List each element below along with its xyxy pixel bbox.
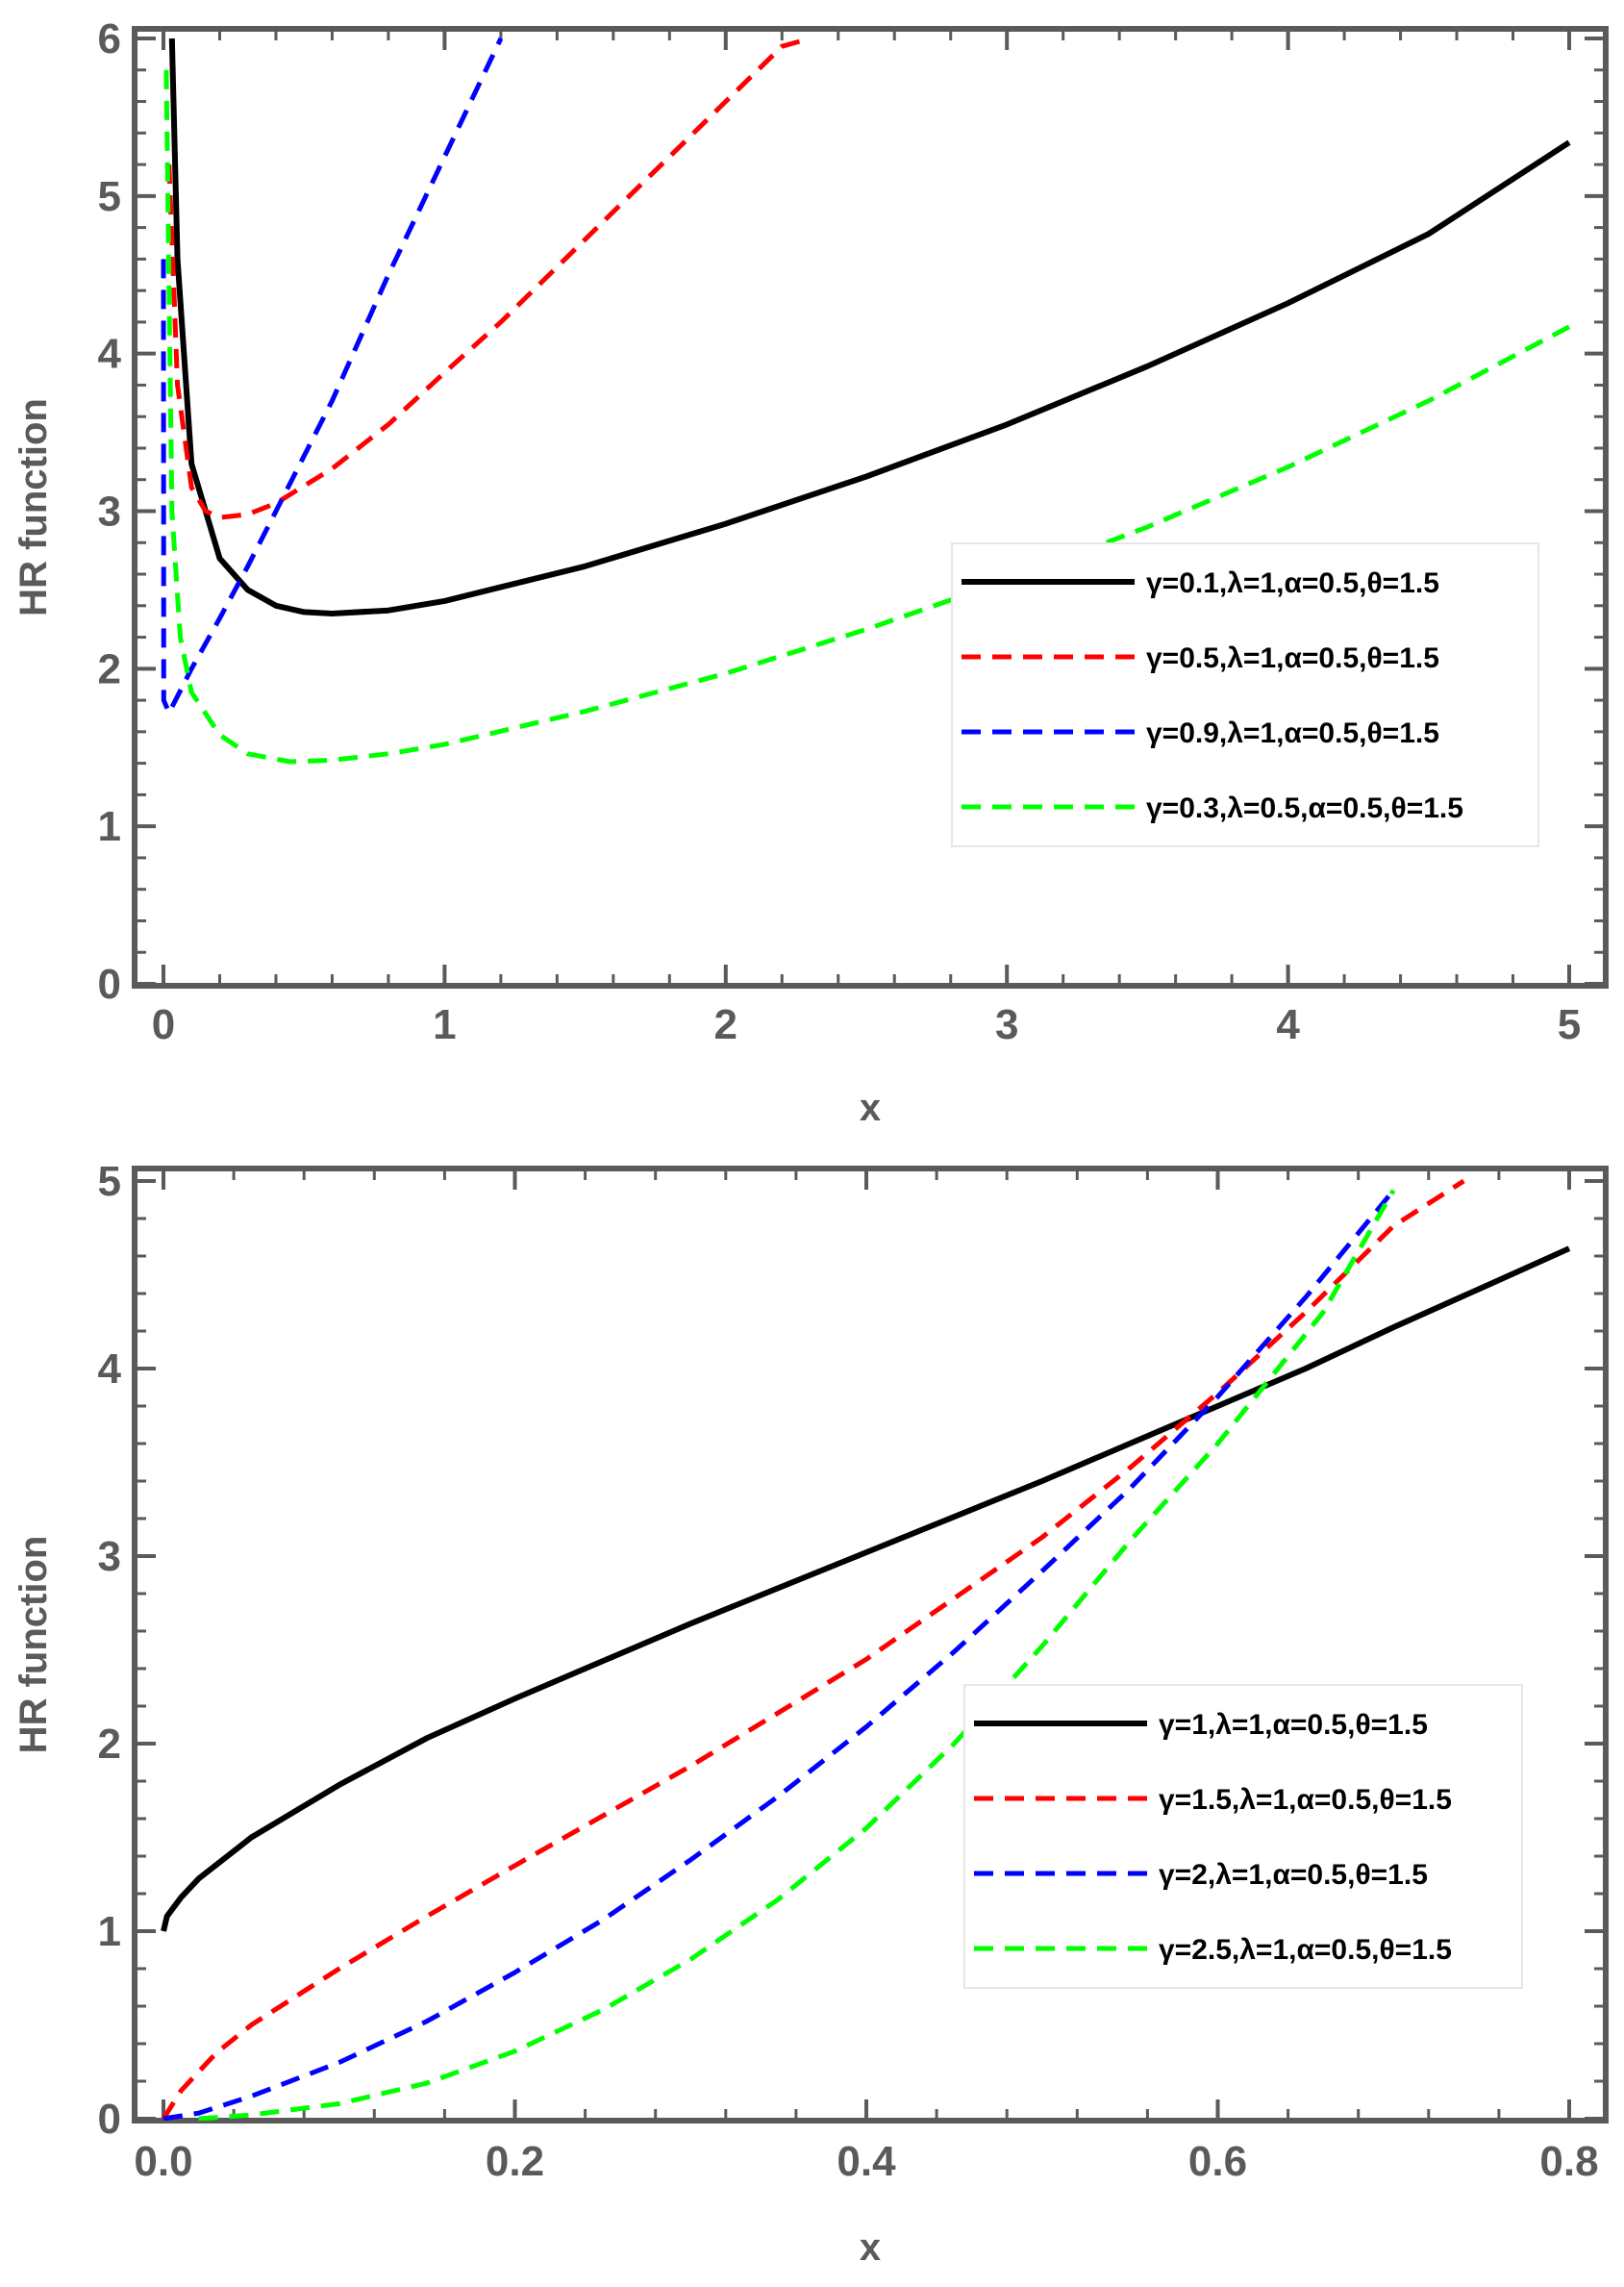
x-tick-label: 5 bbox=[1558, 1001, 1581, 1048]
y-tick-label: 2 bbox=[98, 645, 121, 692]
y-tick-label: 1 bbox=[98, 1908, 121, 1955]
y-tick-label: 1 bbox=[98, 803, 121, 850]
y-axis-title: HR function bbox=[12, 398, 55, 616]
plot-frame bbox=[132, 26, 1609, 989]
legend-label-1: γ=1.5,λ=1,α=0.5,θ=1.5 bbox=[1159, 1784, 1452, 1816]
x-tick-label: 0.2 bbox=[486, 2138, 544, 2185]
y-tick-label: 6 bbox=[98, 15, 121, 63]
y-tick-label: 0 bbox=[98, 961, 121, 1008]
series-line-2 bbox=[162, 1189, 1396, 2121]
legend-box bbox=[963, 1684, 1523, 1989]
legend-label-2: γ=2,λ=1,α=0.5,θ=1.5 bbox=[1159, 1859, 1428, 1891]
x-tick-label: 3 bbox=[995, 1001, 1018, 1048]
x-tick-label: 0.4 bbox=[837, 2138, 896, 2185]
y-tick-label: 3 bbox=[98, 1533, 121, 1580]
y-tick-label: 0 bbox=[98, 2096, 121, 2143]
hr-chart-bottom: 0.0 0.2 0.4 0.6 0.8 0 1 2 3 4 5 x HR function γ=1,λ=1… bbox=[12, 1158, 1609, 2269]
x-tick-label: 1 bbox=[433, 1001, 456, 1048]
series-line-2 bbox=[161, 37, 504, 716]
series-group bbox=[161, 1178, 1571, 2121]
legend-label-0: γ=1,λ=1,α=0.5,θ=1.5 bbox=[1159, 1709, 1428, 1741]
y-tick-label: 4 bbox=[98, 1345, 122, 1393]
series-line-1 bbox=[161, 1178, 1465, 2121]
series-line-3 bbox=[163, 69, 1571, 765]
x-tick-label: 0 bbox=[152, 1001, 175, 1048]
legend-label-2: γ=0.9,λ=1,α=0.5,θ=1.5 bbox=[1146, 717, 1439, 749]
y-tick-label: 5 bbox=[98, 1158, 121, 1205]
x-tick-label: 0.8 bbox=[1539, 2138, 1598, 2185]
y-tick-label: 3 bbox=[98, 489, 121, 536]
series-line-1 bbox=[166, 36, 812, 520]
y-axis-title: HR function bbox=[12, 1536, 55, 1754]
x-tick-label: 2 bbox=[714, 1001, 737, 1048]
x-axis-title: x bbox=[860, 2226, 881, 2269]
series-line-0 bbox=[161, 1245, 1571, 1932]
x-tick-label: 4 bbox=[1276, 1001, 1300, 1048]
legend-label-3: γ=2.5,λ=1,α=0.5,θ=1.5 bbox=[1159, 1934, 1452, 1966]
x-tick-label: 0.0 bbox=[134, 2138, 192, 2185]
x-axis-title: x bbox=[860, 1087, 881, 1129]
series-group bbox=[161, 36, 1571, 765]
y-tick-label: 4 bbox=[98, 331, 122, 378]
legend-label-3: γ=0.3,λ=0.5,α=0.5,θ=1.5 bbox=[1146, 792, 1463, 824]
series-line-3 bbox=[198, 1189, 1396, 2121]
y-tick-label: 5 bbox=[98, 173, 121, 220]
x-tick-label: 0.6 bbox=[1188, 2138, 1247, 2185]
plot-frame bbox=[132, 1166, 1609, 2124]
legend-label-1: γ=0.5,λ=1,α=0.5,θ=1.5 bbox=[1146, 642, 1439, 674]
y-tick-label: 2 bbox=[98, 1721, 121, 1768]
legend-box bbox=[951, 542, 1539, 847]
series-line-0 bbox=[168, 38, 1571, 616]
legend-label-0: γ=0.1,λ=1,α=0.5,θ=1.5 bbox=[1146, 567, 1439, 599]
hr-chart-top: 0 1 2 3 4 5 0 1 2 3 4 5 6 x HR function γ=0.1,λ=1,α=0.5… bbox=[12, 15, 1609, 1129]
